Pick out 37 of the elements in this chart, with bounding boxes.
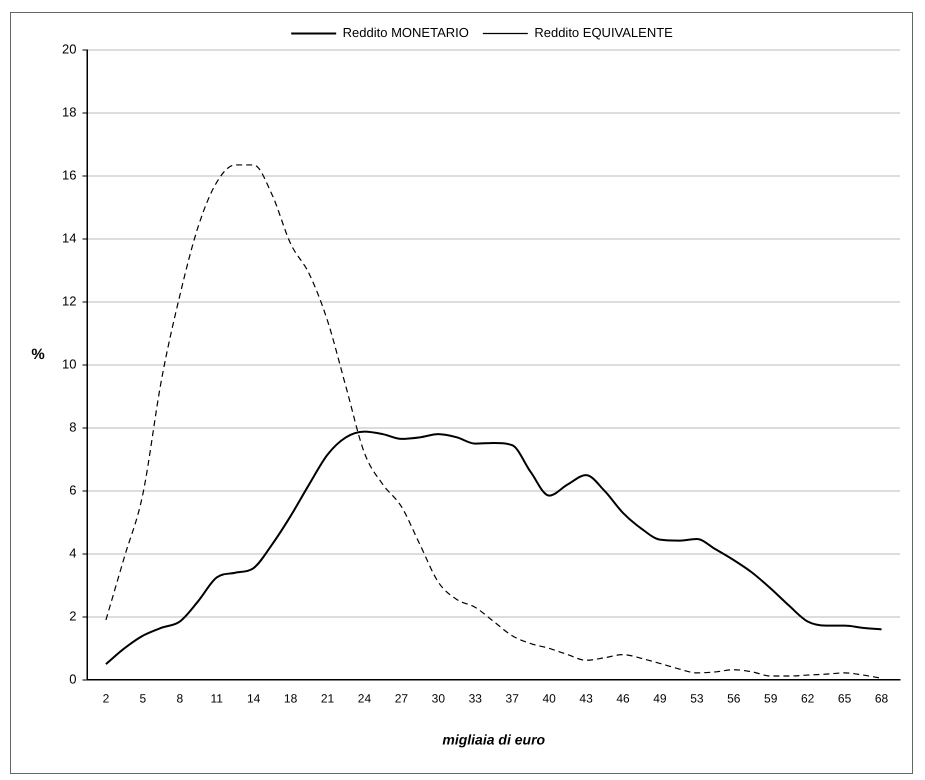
legend-label: Reddito EQUIVALENTE xyxy=(534,25,674,40)
x-tick-label: 56 xyxy=(727,691,741,706)
x-tick-label: 59 xyxy=(764,691,778,706)
legend-label: Reddito MONETARIO xyxy=(342,25,469,40)
x-tick-label: 18 xyxy=(284,691,298,706)
x-tick-label: 65 xyxy=(838,691,852,706)
x-axis-title: migliaia di euro xyxy=(442,731,546,748)
y-tick-label: 14 xyxy=(62,230,76,246)
x-tick-label: 43 xyxy=(579,691,594,706)
x-tick-label: 27 xyxy=(394,691,408,706)
y-tick-label: 20 xyxy=(62,42,76,57)
x-tick-label: 49 xyxy=(653,691,667,706)
x-tick-label: 24 xyxy=(358,691,372,706)
x-tick-label: 40 xyxy=(542,691,556,706)
x-tick-label: 53 xyxy=(690,691,704,706)
x-tick-label: 8 xyxy=(176,691,184,706)
y-axis-title: % xyxy=(31,346,45,364)
y-tick-label: 6 xyxy=(69,482,76,498)
y-tick-label: 8 xyxy=(69,419,76,434)
x-tick-label: 21 xyxy=(320,691,335,706)
x-tick-label: 37 xyxy=(506,691,520,706)
y-tick-label: 0 xyxy=(69,671,76,686)
y-tick-label: 12 xyxy=(62,294,76,308)
y-tick-label: 10 xyxy=(62,356,76,372)
x-tick-label: 2 xyxy=(102,691,110,706)
x-tick-label: 14 xyxy=(246,691,261,706)
y-tick-label: 16 xyxy=(62,168,76,183)
x-tick-label: 30 xyxy=(432,691,446,706)
x-tick-label: 46 xyxy=(616,691,630,706)
y-tick-label: 18 xyxy=(62,104,76,120)
x-tick-label: 68 xyxy=(874,691,889,706)
y-tick-label: 4 xyxy=(69,545,76,560)
x-tick-label: 5 xyxy=(140,691,147,706)
x-tick-label: 62 xyxy=(800,691,815,706)
x-tick-label: 33 xyxy=(468,691,482,706)
y-tick-label: 2 xyxy=(69,608,76,624)
x-tick-label: 11 xyxy=(210,691,224,706)
